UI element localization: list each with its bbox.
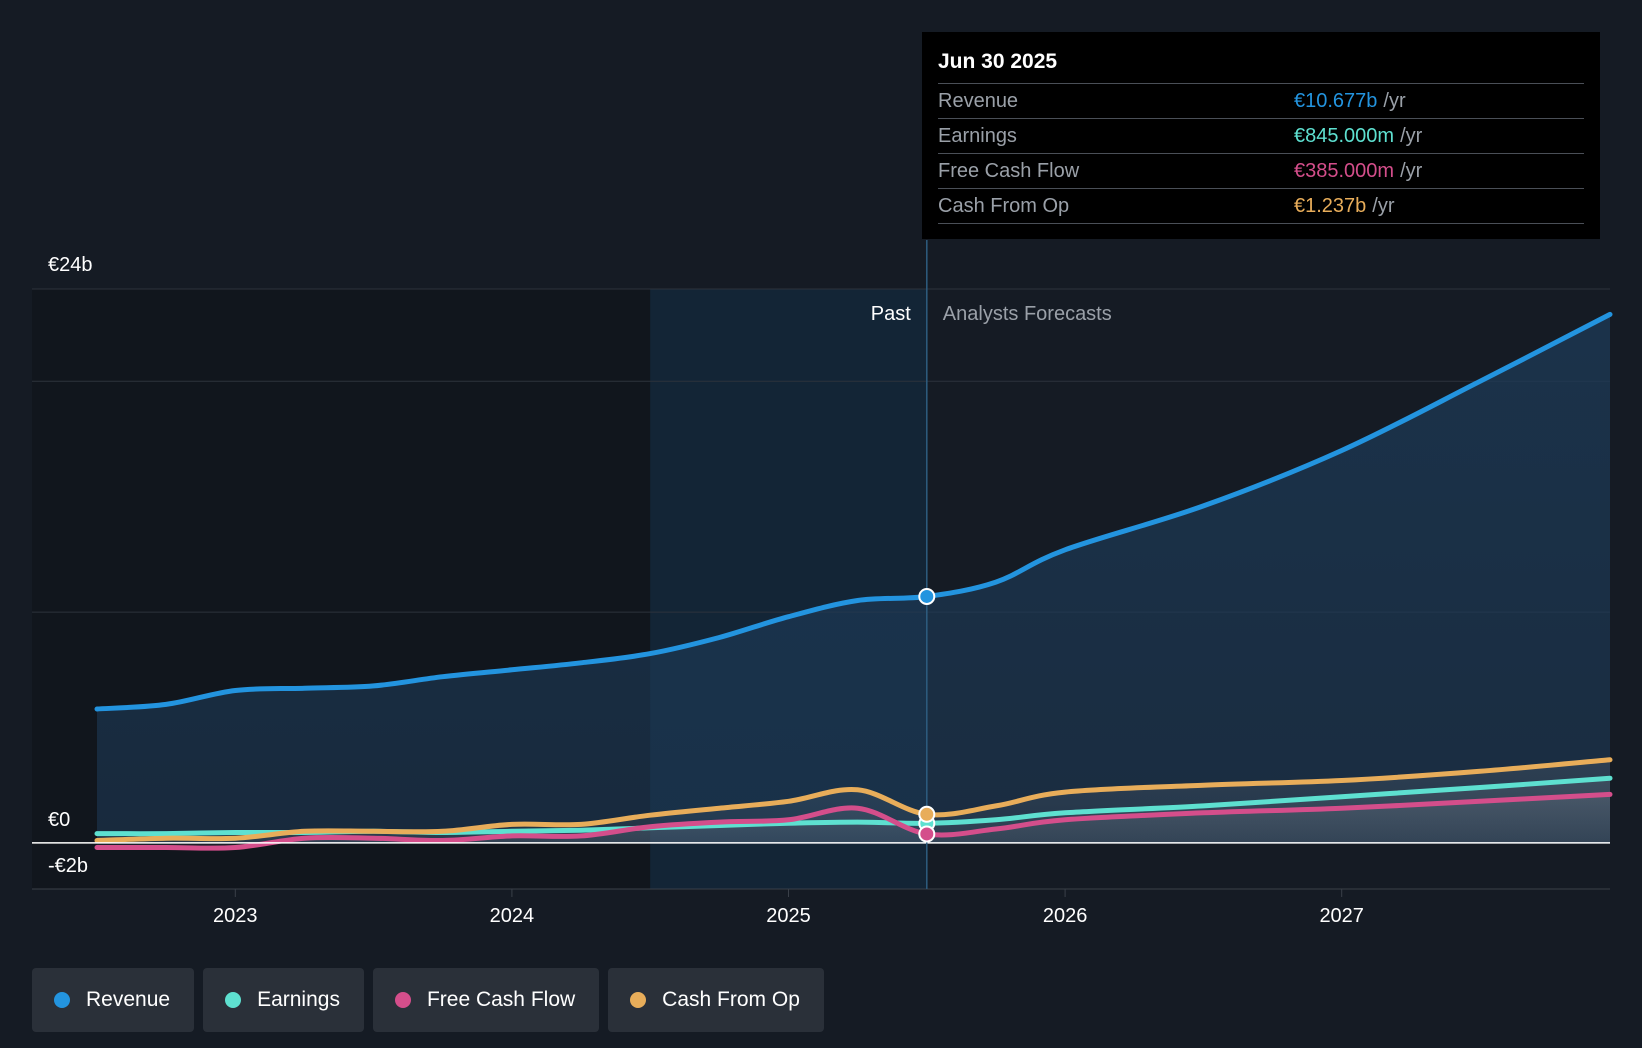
tooltip-date: Jun 30 2025 — [938, 47, 1584, 84]
x-axis-ticks: 2023 2024 2025 2026 2027 — [213, 889, 1364, 927]
tooltip-row: Cash From Op €1.237b/yr — [938, 189, 1584, 224]
legend-dot-icon — [394, 992, 411, 1008]
legend-label: Earnings — [257, 988, 340, 1011]
tooltip-row-name: Cash From Op — [938, 195, 1070, 217]
y-axis-top-label: €24b — [48, 254, 93, 276]
tooltip-row-value: €1.237b — [1294, 195, 1367, 217]
legend-item-revenue[interactable]: Revenue — [32, 968, 195, 1032]
legend-dot-icon — [630, 992, 647, 1008]
tooltip-row-unit: /yr — [1383, 90, 1406, 112]
tooltip-row-value: €845.000m — [1294, 125, 1395, 147]
legend: Revenue Earnings Free Cash Flow Cash From O… — [32, 968, 824, 1032]
tooltip-row-value: €10.677b — [1294, 90, 1378, 112]
tooltip-row-value: €385.000m — [1294, 160, 1395, 182]
x-tick-label: 2023 — [213, 905, 258, 927]
x-tick-label: 2026 — [1043, 905, 1088, 927]
revenue-area — [97, 314, 1610, 843]
cash-from-op-line — [94, 757, 1613, 843]
series-lines — [94, 311, 1613, 851]
tooltip-row-unit: /yr — [1372, 195, 1395, 217]
y-axis-zero-label: €0 — [48, 809, 70, 831]
x-tick-label: 2027 — [1319, 905, 1364, 927]
free-cash-flow-line — [94, 791, 1613, 851]
past-label: Past — [871, 303, 911, 325]
legend-dot-icon — [54, 992, 70, 1008]
legend-dot-icon — [225, 992, 242, 1008]
revenue-line — [94, 311, 1613, 712]
free-cash-flow-marker — [918, 825, 936, 843]
tooltip-row-name: Earnings — [938, 125, 1017, 147]
tooltip-row: Earnings €845.000m/yr — [938, 119, 1584, 154]
highlight-markers — [918, 587, 936, 843]
cash-from-op-marker — [918, 805, 936, 823]
tooltip-row-name: Free Cash Flow — [938, 160, 1080, 182]
legend-item-earnings[interactable]: Earnings — [203, 968, 364, 1032]
x-tick-label: 2024 — [490, 905, 535, 927]
x-tick-label: 2025 — [766, 905, 811, 927]
revenue-marker — [918, 587, 936, 605]
forecast-label: Analysts Forecasts — [943, 303, 1112, 325]
legend-label: Cash From Op — [662, 988, 800, 1011]
y-axis-bottom-label: -€2b — [48, 855, 88, 877]
legend-label: Free Cash Flow — [426, 988, 576, 1011]
legend-item-cash-from-op[interactable]: Cash From Op — [608, 968, 824, 1032]
tooltip-row: Free Cash Flow €385.000m/yr — [938, 154, 1584, 189]
tooltip-row-unit: /yr — [1400, 125, 1423, 147]
tooltip-row-name: Revenue — [938, 90, 1019, 112]
tooltip-row-unit: /yr — [1400, 160, 1423, 182]
legend-label: Revenue — [86, 988, 171, 1011]
cash-from-op-area — [97, 759, 1610, 843]
legend-item-free-cash-flow[interactable]: Free Cash Flow — [372, 968, 600, 1032]
tooltip: Jun 30 2025 Revenue €10.677b/yr Earnings €8… — [922, 32, 1600, 239]
tooltip-row: Revenue €10.677b/yr — [938, 84, 1584, 119]
